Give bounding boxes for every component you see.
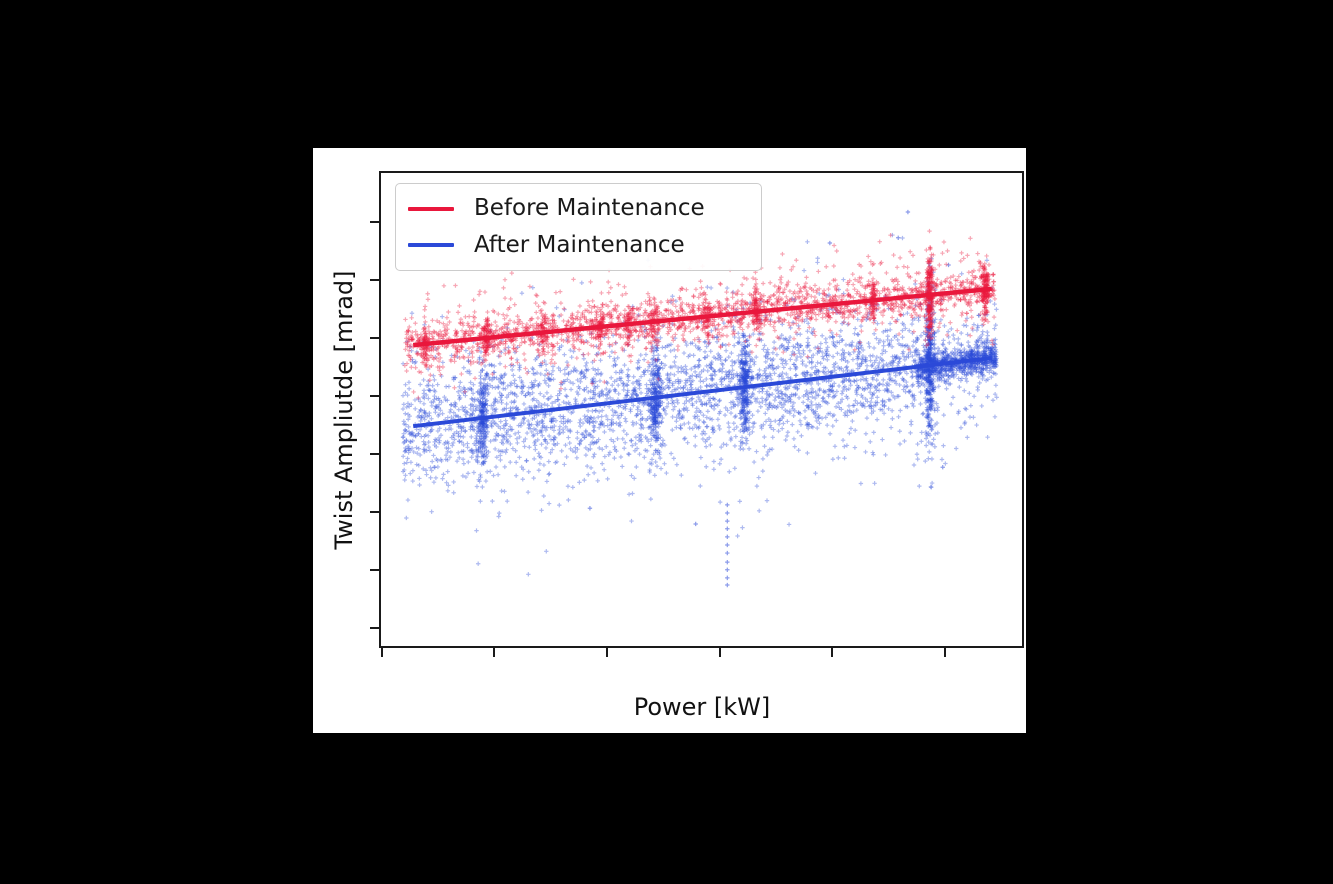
- y-tick: [370, 568, 379, 571]
- y-tick: [370, 452, 379, 455]
- y-axis-label: Twist Ampliutde [mrad]: [330, 270, 358, 550]
- legend-entry-before: Before Maintenance: [408, 195, 749, 223]
- y-tick: [370, 394, 379, 397]
- x-tick: [493, 648, 496, 657]
- x-tick: [718, 648, 721, 657]
- y-tick: [370, 626, 379, 629]
- figure-panel: Twist Ampliutde [mrad] Before Maintenanc…: [313, 148, 1026, 733]
- x-axis-label: Power [kW]: [633, 693, 771, 721]
- x-tick: [944, 648, 947, 657]
- x-tick: [831, 648, 834, 657]
- x-tick: [606, 648, 609, 657]
- legend: Before Maintenance After Maintenance: [395, 183, 762, 271]
- legend-label-after: After Maintenance: [474, 231, 685, 258]
- x-tick: [381, 648, 384, 657]
- y-tick: [370, 221, 379, 224]
- legend-label-before: Before Maintenance: [474, 194, 705, 221]
- y-tick: [370, 278, 379, 281]
- legend-entry-after: After Maintenance: [408, 232, 749, 260]
- legend-line-sample-before: [408, 206, 454, 211]
- y-tick: [370, 336, 379, 339]
- y-tick: [370, 511, 379, 514]
- legend-line-sample-after: [408, 243, 454, 248]
